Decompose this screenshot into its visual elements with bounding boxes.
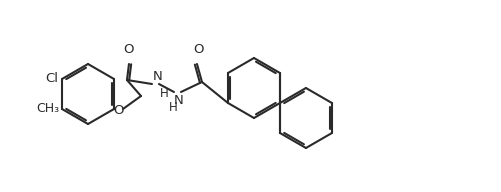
Text: N: N: [174, 94, 184, 107]
Text: O: O: [114, 103, 124, 117]
Text: CH₃: CH₃: [36, 103, 59, 116]
Text: O: O: [194, 43, 204, 56]
Text: H: H: [169, 101, 178, 114]
Text: H: H: [160, 87, 169, 100]
Text: Cl: Cl: [45, 71, 58, 84]
Text: N: N: [153, 70, 163, 83]
Text: O: O: [124, 43, 134, 56]
